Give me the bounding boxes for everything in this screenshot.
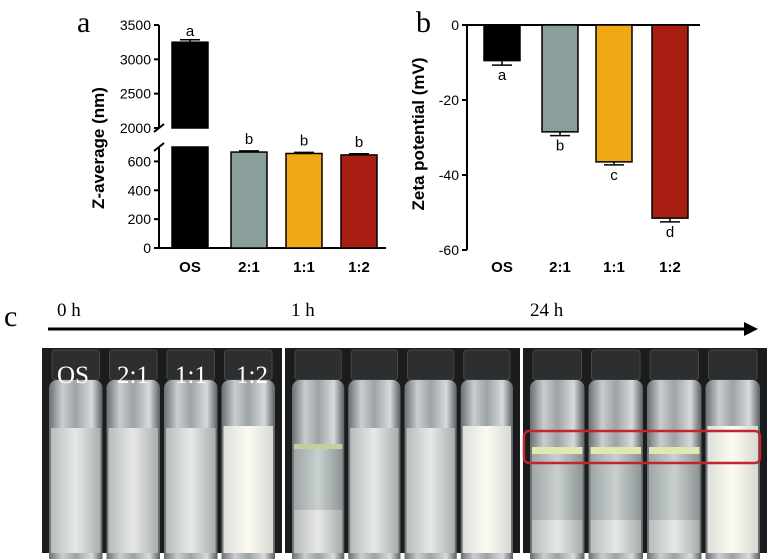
highlight-box <box>522 429 762 465</box>
vial-cap <box>649 349 699 381</box>
vial-label-1:1: 1:1 <box>175 362 207 389</box>
chart-a-ytick-label: 2000 <box>120 120 151 136</box>
vial-cream-layer <box>590 447 641 454</box>
chart-b-significance-label: d <box>666 224 674 241</box>
vial-cap <box>591 349 641 381</box>
vial-cap <box>532 349 582 381</box>
chart-a-category-label: 2:1 <box>238 259 260 276</box>
chart-b-ytick-label: -40 <box>439 167 459 183</box>
chart-a-bar-OS-lower <box>171 146 209 249</box>
panel-label-a: a <box>77 6 90 39</box>
chart-a-ytick-label: 3500 <box>120 17 151 33</box>
chart-a-ytick-label: 400 <box>128 182 152 198</box>
vial-label-2:1: 2:1 <box>117 362 149 389</box>
chart-b-ylabel: Zeta potential (mV) <box>409 57 428 210</box>
vial-label-OS: OS <box>57 362 89 389</box>
chart-b-category-label: 2:1 <box>549 259 571 276</box>
vial-label-1:2: 1:2 <box>236 362 268 389</box>
vial-cream-layer <box>532 447 583 454</box>
chart-b-significance-label: b <box>556 138 564 155</box>
chart-b-bar-1:2 <box>651 24 689 219</box>
vial-liquid <box>350 428 399 553</box>
vial-liquid <box>406 428 455 553</box>
vial-sediment <box>294 510 343 553</box>
vial-cap <box>407 349 455 381</box>
vial-cap <box>350 349 398 381</box>
chart-b-category-label: 1:1 <box>603 259 625 276</box>
chart-b-category-label: OS <box>491 259 513 276</box>
chart-a-ytick-label: 600 <box>128 153 152 169</box>
chart-a-ytick-label: 200 <box>128 211 152 227</box>
vial-liquid <box>108 428 158 553</box>
vial-liquid <box>51 428 101 553</box>
vial-liquid <box>223 426 273 553</box>
chart-a-ytick-label: 3000 <box>120 51 151 67</box>
timeline: 0 h 1 h 24 h <box>48 300 758 336</box>
chart-b-ytick-label: -20 <box>439 92 459 108</box>
chart-a-category-label: OS <box>179 259 201 276</box>
chart-b-bar-OS <box>483 24 521 62</box>
chart-a-ytick-label: 0 <box>143 240 151 256</box>
chart-a-bar-1:2 <box>340 154 378 249</box>
timeline-label-24h: 24 h <box>530 300 564 321</box>
chart-a-bar-2:1 <box>230 151 268 249</box>
chart-a-ylabel: Z-average (nm) <box>89 87 108 209</box>
chart-a-ytick-label: 2500 <box>120 86 151 102</box>
vial-liquid <box>166 428 216 553</box>
chart-a-bar-OS <box>171 41 209 129</box>
chart-a-category-label: 1:1 <box>293 259 315 276</box>
chart-b-category-label: 1:2 <box>659 259 681 276</box>
vial-sediment <box>590 520 641 553</box>
vial-cap <box>708 349 758 381</box>
timeline-label-0h: 0 h <box>57 300 81 321</box>
chart-a-bar-1:1 <box>285 152 323 249</box>
panel-label-c: c <box>4 300 17 333</box>
chart-a-significance-label: b <box>300 132 308 149</box>
chart-a-significance-label: b <box>355 134 363 151</box>
vial-cap <box>463 349 511 381</box>
vial-cream-layer <box>294 444 343 449</box>
chart-a-significance-label: a <box>186 23 195 40</box>
vial-cream-layer <box>649 447 700 454</box>
panel-label-b: b <box>416 6 431 39</box>
vial-sediment <box>649 520 700 553</box>
chart-b-bar-1:1 <box>595 24 633 163</box>
chart-b-significance-label: c <box>610 167 618 184</box>
chart-b-ytick-label: -60 <box>439 242 459 258</box>
vial-cap <box>294 349 342 381</box>
vial-sediment <box>532 520 583 553</box>
vial-liquid <box>462 426 511 553</box>
chart-a-category-label: 1:2 <box>348 259 370 276</box>
chart-b-bar-2:1 <box>541 24 579 133</box>
chart-b-significance-label: a <box>498 67 507 84</box>
chart-b: Zeta potential (mV) 0 -20 -40 -60 a OS b 2:1 c 1:… <box>409 17 700 276</box>
chart-a-significance-label: b <box>245 131 253 148</box>
vial-liquid <box>707 426 758 553</box>
timeline-arrowhead <box>744 322 758 336</box>
timeline-label-1h: 1 h <box>291 300 315 321</box>
chart-a-axis-break-mark <box>153 142 165 152</box>
chart-b-ytick-label: 0 <box>451 17 459 33</box>
chart-a: Z-average (nm) 0 200 400 600 2000 2500 3000 350… <box>89 17 386 276</box>
vial-photographs: OS 2:1 1:1 1:2 <box>42 348 767 559</box>
